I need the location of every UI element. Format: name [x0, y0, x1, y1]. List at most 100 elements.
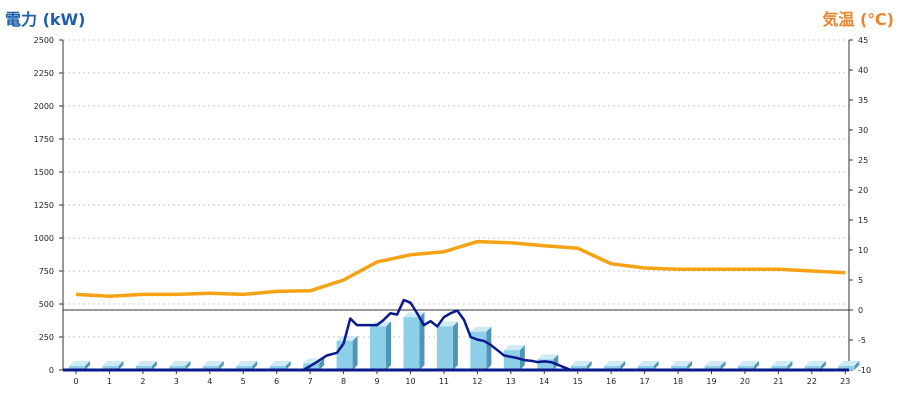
right-tick-label: 5 [858, 276, 863, 285]
left-axis-title: 電力 (kW) [5, 10, 86, 29]
power-bar [436, 326, 453, 370]
left-tick-label: 500 [39, 300, 54, 309]
right-axis-title: 気温 (℃) [822, 10, 894, 29]
bar-top-face [169, 361, 191, 367]
left-tick-label: 1250 [34, 201, 54, 210]
x-tick-label: 12 [472, 377, 482, 386]
left-tick-label: 750 [39, 267, 54, 276]
power-bar [236, 366, 253, 370]
bar-side-face [185, 361, 191, 370]
power-bar [537, 359, 554, 370]
x-tick-label: 18 [673, 377, 683, 386]
bar-top-face [236, 361, 258, 367]
bar-top-face [804, 361, 826, 367]
bar-top-face [637, 361, 659, 367]
power-bar [69, 366, 85, 370]
x-tick-label: 10 [405, 377, 415, 386]
left-tick-label: 2000 [34, 102, 54, 111]
x-tick-label: 3 [174, 377, 179, 386]
bar-side-face [285, 361, 291, 370]
power-bar [202, 366, 219, 370]
bar-side-face [386, 321, 392, 370]
bar-top-face [570, 361, 592, 367]
right-tick-label: 15 [858, 216, 868, 225]
left-tick-label: 1750 [34, 135, 54, 144]
bar-top-face [102, 361, 124, 367]
left-tick-label: 2500 [34, 36, 54, 45]
bar-top-face [503, 345, 525, 351]
bar-side-face [653, 361, 659, 370]
x-tick-label: 5 [241, 377, 246, 386]
power-bar [637, 366, 654, 370]
right-tick-label: 45 [858, 36, 868, 45]
bar-top-face [838, 361, 860, 367]
right-tick-label: 30 [858, 126, 868, 135]
bar-side-face [687, 361, 693, 370]
bar-side-face [85, 361, 90, 370]
bar-top-face [671, 361, 693, 367]
x-tick-label: 15 [573, 377, 583, 386]
power-bar [503, 350, 520, 370]
x-tick-label: 21 [773, 377, 783, 386]
bar-side-face [319, 358, 325, 370]
power-bar [771, 366, 788, 370]
x-tick-label: 0 [73, 377, 78, 386]
x-tick-label: 8 [341, 377, 346, 386]
bar-side-face [519, 345, 525, 370]
left-tick-label: 250 [39, 333, 54, 342]
power-bar [671, 366, 688, 370]
bar-top-face [771, 361, 793, 367]
x-tick-label: 22 [807, 377, 817, 386]
bar-top-face [470, 326, 492, 332]
x-tick-label: 13 [506, 377, 516, 386]
bar-top-face [436, 321, 458, 327]
bar-top-face [202, 361, 224, 367]
x-tick-label: 4 [207, 377, 212, 386]
x-tick-label: 16 [606, 377, 616, 386]
power-bar [737, 366, 754, 370]
left-tick-label: 1500 [34, 168, 54, 177]
x-tick-label: 23 [840, 377, 850, 386]
power-bar [370, 326, 387, 370]
right-tick-label: 10 [858, 246, 868, 255]
power-bar [135, 366, 152, 370]
bar-top-face [537, 354, 559, 360]
x-tick-label: 14 [539, 377, 549, 386]
temperature-line [75, 239, 846, 298]
power-bar [102, 366, 119, 370]
left-tick-label: 2250 [34, 69, 54, 78]
bar-side-face [151, 361, 157, 370]
bar-side-face [720, 361, 726, 370]
bar-side-face [252, 361, 258, 370]
right-tick-label: 35 [858, 96, 868, 105]
bar-top-face [135, 361, 157, 367]
bar-side-face [553, 354, 559, 370]
bar-side-face [820, 361, 826, 370]
power-line [76, 298, 846, 372]
x-tick-label: 9 [374, 377, 379, 386]
bar-top-face [69, 361, 90, 367]
power-bar [804, 366, 821, 370]
x-tick-label: 2 [140, 377, 145, 386]
power-bar [570, 366, 587, 370]
bar-side-face [854, 361, 860, 370]
bar-top-face [737, 361, 759, 367]
bar-top-face [604, 361, 626, 367]
x-tick-label: 19 [706, 377, 716, 386]
bar-side-face [352, 335, 358, 370]
power-bar [604, 366, 621, 370]
bar-top-face [704, 361, 726, 367]
bar-side-face [419, 312, 425, 370]
x-tick-label: 6 [274, 377, 279, 386]
right-tick-label: 20 [858, 186, 868, 195]
right-tick-label: -10 [858, 366, 871, 375]
bar-side-face [620, 361, 626, 370]
power-bar [403, 317, 420, 370]
x-tick-label: 7 [308, 377, 313, 386]
x-tick-label: 1 [107, 377, 112, 386]
power-bar [269, 366, 286, 370]
right-tick-label: 25 [858, 156, 868, 165]
bar-side-face [486, 326, 492, 370]
